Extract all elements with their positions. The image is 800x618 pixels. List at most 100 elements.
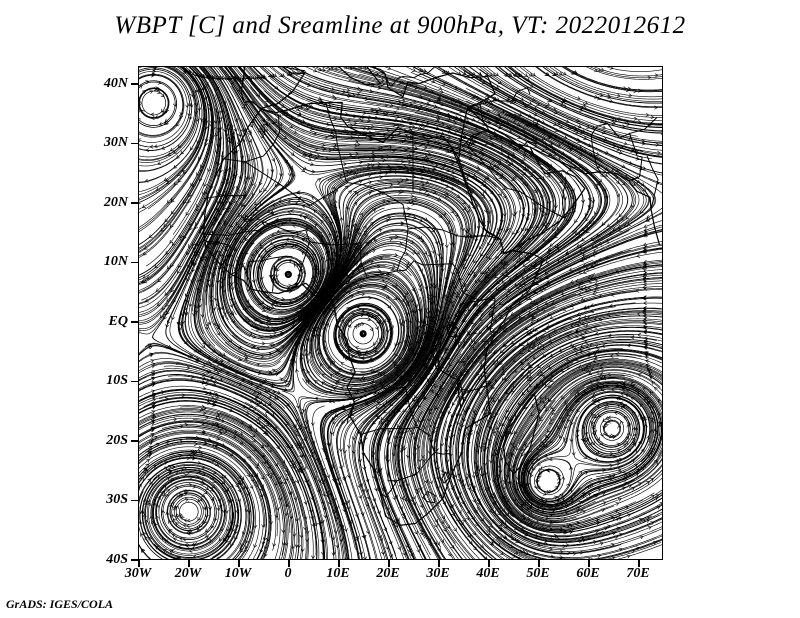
y-axis-label: 10S xyxy=(106,373,128,389)
y-axis-label: 30N xyxy=(103,135,128,151)
y-axis-tick xyxy=(131,380,138,383)
political-border xyxy=(370,67,392,87)
x-axis-tick xyxy=(138,560,140,567)
political-border xyxy=(591,145,601,173)
political-border xyxy=(404,386,452,477)
political-border xyxy=(396,260,459,272)
political-border xyxy=(390,74,420,87)
political-border xyxy=(422,490,436,504)
political-border xyxy=(203,220,266,236)
y-axis-tick xyxy=(131,142,138,145)
coastline-europe-iberia xyxy=(240,67,305,110)
x-axis-label: 70E xyxy=(626,566,650,581)
y-axis-tick xyxy=(131,321,138,323)
coastline-lake-malawi xyxy=(457,377,465,408)
y-axis-tick xyxy=(131,559,138,561)
y-axis-tick xyxy=(131,499,138,502)
political-border xyxy=(547,179,567,219)
x-axis-label: 20W xyxy=(174,566,202,581)
streamline-map-plot xyxy=(138,66,663,560)
political-border xyxy=(206,240,234,266)
x-axis-label: 30W xyxy=(124,566,152,581)
x-axis-label: 60E xyxy=(576,566,600,581)
y-axis-label: 20N xyxy=(103,194,128,210)
x-axis-tick xyxy=(438,560,440,567)
coastline-gulf-guinea-in xyxy=(302,282,331,298)
political-border-group xyxy=(203,67,659,504)
x-axis-label: 0 xyxy=(284,566,292,581)
x-axis-label: 10W xyxy=(224,566,252,581)
page-title: WBPT [C] and Sreamline at 900hPa, VT: 20… xyxy=(114,12,686,39)
political-border xyxy=(629,117,658,134)
political-border xyxy=(467,100,512,108)
political-border xyxy=(489,298,496,335)
streamline-canvas xyxy=(139,67,662,559)
political-border xyxy=(646,155,659,210)
x-axis-tick xyxy=(388,560,390,567)
x-axis-tick xyxy=(638,560,640,567)
x-axis-label: 50E xyxy=(526,566,550,581)
y-axis-label: 20S xyxy=(106,432,128,448)
x-axis-tick xyxy=(488,560,490,567)
political-border xyxy=(360,262,398,278)
x-axis-tick xyxy=(188,560,190,567)
political-border xyxy=(203,158,246,200)
political-border xyxy=(456,379,491,392)
y-axis-label: 40N xyxy=(103,75,128,91)
political-border xyxy=(295,252,307,285)
x-axis-tick xyxy=(238,560,240,567)
x-axis-tick xyxy=(538,560,540,567)
y-axis: 40N 30N 20N 10N EQ 10S 20S 30S 40S xyxy=(60,0,128,618)
y-axis-label: EQ xyxy=(108,313,128,329)
political-border xyxy=(489,131,526,151)
y-axis-tick xyxy=(131,440,138,442)
political-border xyxy=(419,67,436,76)
streamline-group xyxy=(139,67,662,559)
political-border xyxy=(524,140,538,145)
coastline-turkey-levant xyxy=(418,72,496,160)
political-border xyxy=(346,401,355,424)
political-border xyxy=(511,87,531,102)
y-axis-label: 10N xyxy=(103,254,128,270)
political-border xyxy=(245,261,252,290)
political-border xyxy=(244,161,348,207)
x-axis-tick xyxy=(338,560,340,567)
political-border xyxy=(244,108,280,163)
political-border xyxy=(590,122,643,182)
political-border xyxy=(379,480,398,498)
coastline-group xyxy=(203,67,661,526)
political-border xyxy=(205,240,220,245)
coastline-arabia xyxy=(467,106,586,255)
y-axis-label: 30S xyxy=(106,492,128,508)
x-axis-label: 30E xyxy=(426,566,450,581)
political-border xyxy=(325,102,349,183)
political-border xyxy=(260,220,310,253)
coastline-lake-tanganyika xyxy=(432,341,440,373)
coastline-lake-chad xyxy=(354,241,363,251)
political-border xyxy=(457,235,501,272)
x-axis-label: 20E xyxy=(376,566,400,581)
political-border xyxy=(271,265,275,292)
coastline-red-sea-w xyxy=(449,145,501,240)
coastline-persia-india xyxy=(529,146,661,246)
y-axis-tick xyxy=(131,202,138,204)
y-axis-tick xyxy=(131,261,138,264)
political-border xyxy=(467,131,548,210)
political-border xyxy=(347,182,409,272)
political-border xyxy=(230,265,247,275)
x-axis-label: 10E xyxy=(326,566,350,581)
political-border xyxy=(407,226,481,238)
streamline-arrow-group xyxy=(139,67,662,559)
coastline-madagascar xyxy=(502,393,540,475)
y-axis-tick xyxy=(131,83,138,85)
political-border xyxy=(461,104,491,148)
x-axis-tick xyxy=(588,560,590,567)
political-border xyxy=(457,271,496,302)
coastline-lake-victoria xyxy=(446,323,459,338)
x-axis-tick xyxy=(288,560,290,567)
political-border xyxy=(441,471,449,484)
political-border xyxy=(249,255,293,262)
coastline-italy-balkans xyxy=(336,67,420,98)
political-border xyxy=(283,67,305,72)
footer-credit: GrADS: IGES/COLA xyxy=(6,597,114,611)
